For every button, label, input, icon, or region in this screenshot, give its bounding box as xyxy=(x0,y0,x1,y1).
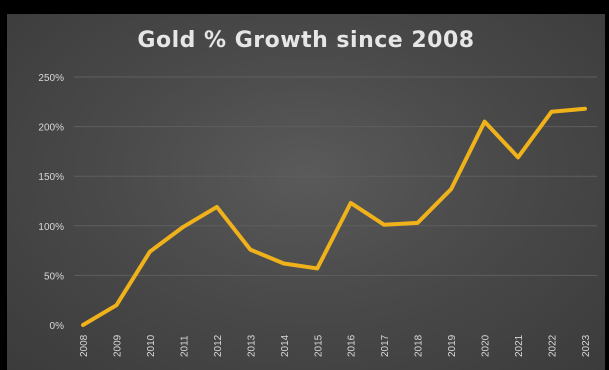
x-tick-label: 2022 xyxy=(548,334,559,357)
series-line xyxy=(81,106,587,327)
x-tick-label: 2008 xyxy=(79,334,90,357)
x-tick-label: 2019 xyxy=(447,334,458,357)
x-tick-label: 2015 xyxy=(313,334,324,357)
data-point xyxy=(483,120,487,124)
data-point xyxy=(416,221,420,225)
y-tick-label: 50% xyxy=(44,271,64,282)
y-tick-label: 100% xyxy=(38,222,64,233)
data-point xyxy=(215,205,219,209)
gridlines xyxy=(74,76,597,276)
data-point xyxy=(148,250,152,254)
data-point xyxy=(81,323,85,327)
data-point xyxy=(181,225,185,229)
chart-title: Gold % Growth since 2008 xyxy=(137,28,475,53)
x-tick-label: 2020 xyxy=(481,334,492,357)
y-tick-label: 250% xyxy=(38,73,64,84)
data-point xyxy=(114,303,118,307)
y-tick-label: 150% xyxy=(38,172,64,183)
data-point xyxy=(248,248,252,252)
x-tick-label: 2010 xyxy=(146,334,157,357)
x-tick-label: 2012 xyxy=(213,334,224,357)
data-point xyxy=(583,107,587,111)
data-point xyxy=(382,223,386,227)
y-tick-label: 200% xyxy=(38,123,64,134)
x-tick-label: 2009 xyxy=(112,334,123,357)
data-point xyxy=(315,266,319,270)
x-tick-label: 2014 xyxy=(280,334,291,357)
x-tick-label: 2018 xyxy=(414,334,425,357)
data-point xyxy=(516,155,520,159)
x-tick-label: 2011 xyxy=(179,335,190,357)
line-chart: 0%50%100%150%200%250% 2008 2009 2010 2011 20… xyxy=(38,73,597,357)
series-layer xyxy=(81,106,587,327)
x-tick-label: 2021 xyxy=(514,334,525,357)
y-tick-label: 0% xyxy=(50,321,65,332)
data-point xyxy=(550,110,554,114)
x-tick-label: 2016 xyxy=(347,334,358,357)
data-point xyxy=(349,201,353,205)
data-point xyxy=(449,187,453,191)
x-tick-label: 2013 xyxy=(246,334,257,357)
chart-area: Gold % Growth since 2008 0% 50% 100% 150% 20… xyxy=(7,14,605,370)
x-tick-label: 2023 xyxy=(581,334,592,357)
x-tick-label: 2017 xyxy=(380,334,391,357)
data-point xyxy=(282,261,286,265)
y-axis-ticks: 0% 50% 100% 150% 200% 250% xyxy=(38,73,64,332)
x-axis-ticks: 2008 2009 2010 2011 2012 2013 2014 2015 2016 2017… xyxy=(79,334,592,357)
